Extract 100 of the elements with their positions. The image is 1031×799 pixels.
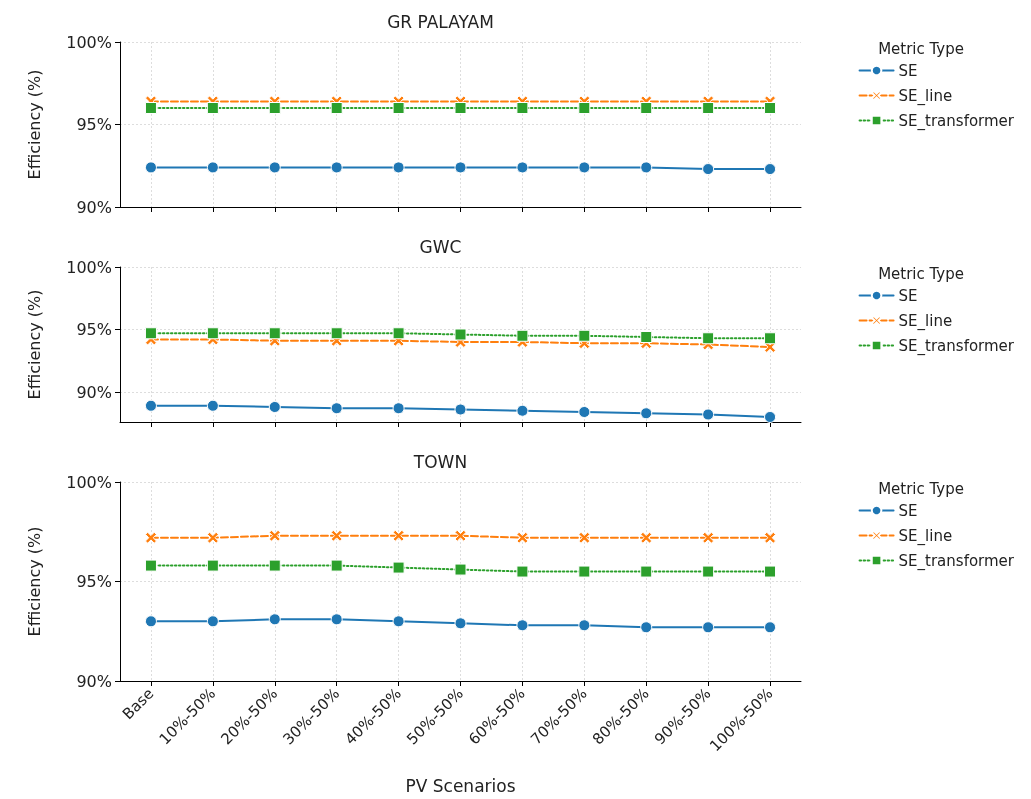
point [392, 327, 405, 340]
point [268, 327, 281, 340]
point [702, 102, 715, 114]
y-axis-title: Efficiency (%) [24, 526, 44, 637]
point [392, 529, 405, 542]
legend-label: SE [898, 501, 918, 520]
point [764, 163, 777, 176]
point [454, 102, 467, 114]
point [144, 615, 157, 628]
point [330, 559, 343, 572]
point [392, 161, 405, 174]
legend-title: Metric Type [878, 39, 964, 58]
point [454, 161, 467, 174]
point [144, 399, 157, 412]
point [206, 399, 219, 412]
point [392, 561, 405, 574]
legend-label: SE_transformer [898, 551, 1015, 571]
point [330, 161, 343, 174]
point [702, 565, 715, 578]
point [206, 102, 219, 114]
y-axis-title: Efficiency (%) [24, 289, 44, 400]
point [268, 401, 281, 413]
point [516, 329, 529, 342]
point [640, 102, 653, 114]
point [392, 402, 405, 415]
legend-title: Metric Type [878, 479, 964, 498]
point [578, 565, 591, 578]
point [640, 531, 653, 544]
point [330, 327, 343, 340]
legend-label: SE [898, 286, 918, 305]
point [764, 621, 777, 634]
point [516, 404, 529, 417]
point [640, 621, 653, 634]
legend-label: SE_transformer [898, 336, 1015, 356]
point [764, 531, 777, 544]
point [764, 411, 777, 423]
y-tick-label: 100% [66, 257, 112, 277]
y-tick-label: 95% [76, 115, 112, 134]
y-axis-title: Efficiency (%) [24, 69, 44, 180]
point [702, 621, 715, 634]
legend-label: SE_line [898, 526, 953, 546]
y-tick-label: 95% [76, 572, 112, 591]
point [702, 531, 715, 544]
point [144, 102, 157, 114]
y-tick-label: 100% [66, 32, 112, 52]
point [206, 161, 219, 174]
legend-title: Metric Type [878, 264, 964, 283]
point [702, 408, 715, 421]
point [516, 161, 529, 174]
point [640, 161, 653, 174]
point [454, 403, 467, 416]
point [268, 102, 281, 114]
point [330, 613, 343, 626]
point [268, 161, 281, 174]
point [392, 615, 405, 628]
point [268, 559, 281, 572]
chart-title: GR PALAYAM [387, 11, 494, 32]
y-tick-label: 90% [76, 382, 112, 402]
point [144, 559, 157, 572]
point [206, 615, 219, 628]
point [392, 102, 405, 114]
legend-label: SE [898, 61, 918, 80]
point [702, 163, 715, 176]
point [516, 531, 529, 544]
point [144, 327, 157, 340]
point [144, 531, 157, 544]
point [516, 619, 529, 632]
point [206, 327, 219, 340]
y-tick-label: 90% [76, 671, 112, 691]
point [578, 406, 591, 418]
legend-label: SE_transformer [898, 111, 1015, 131]
point [578, 531, 591, 544]
point [764, 332, 777, 345]
point [454, 328, 467, 341]
point [454, 563, 467, 576]
point [640, 407, 653, 420]
point [578, 329, 591, 342]
point [640, 331, 653, 343]
chart-title: TOWN [412, 451, 468, 472]
chart-title: GWC [419, 236, 462, 257]
legend-label: SE_line [898, 311, 953, 331]
legend-label: SE_line [898, 86, 953, 106]
point [330, 402, 343, 415]
point [330, 102, 343, 114]
point [454, 617, 467, 630]
point [144, 161, 157, 174]
point [454, 529, 467, 542]
point [268, 613, 281, 626]
point [578, 619, 591, 632]
point [764, 565, 777, 578]
x-axis-title: PV Scenarios [405, 775, 516, 796]
point [516, 565, 529, 578]
y-tick-label: 100% [66, 472, 112, 492]
point [268, 529, 281, 542]
point [702, 332, 715, 345]
y-tick-label: 95% [76, 320, 112, 339]
point [330, 529, 343, 542]
point [206, 531, 219, 544]
point [578, 102, 591, 114]
point [516, 102, 529, 114]
